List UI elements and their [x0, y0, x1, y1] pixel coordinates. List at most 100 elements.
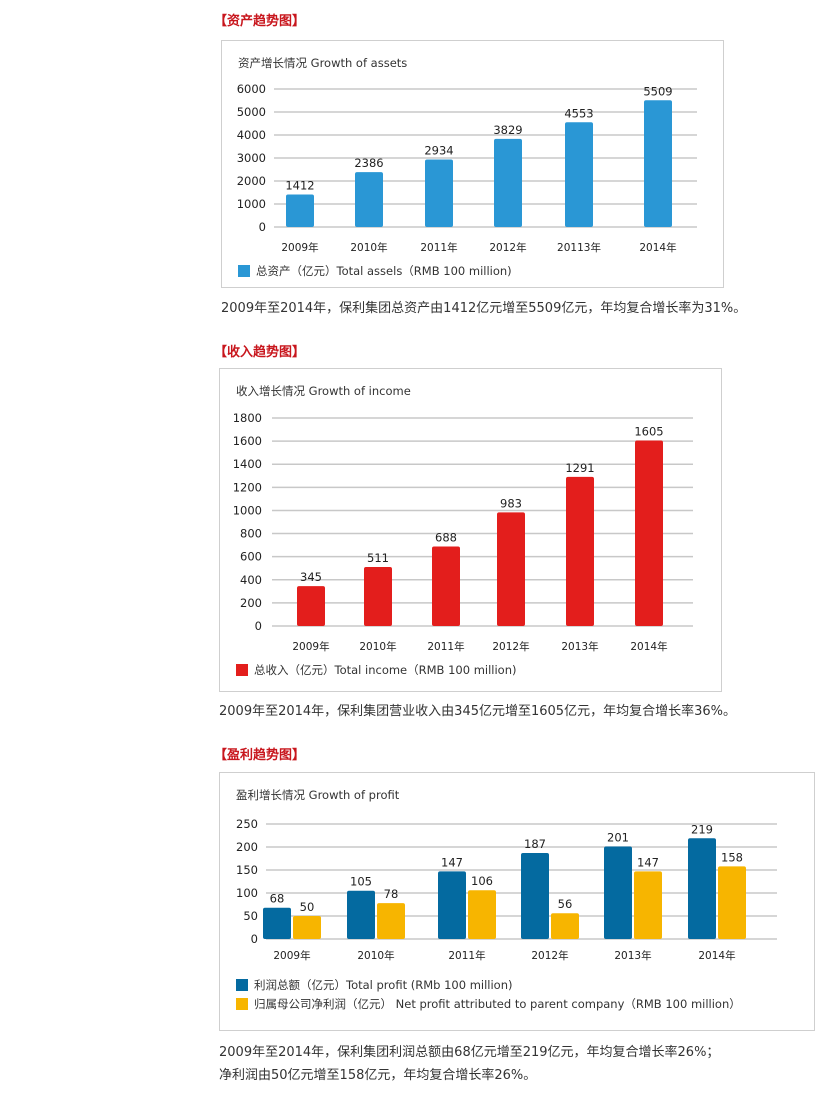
income-chart-title: 收入增长情况 Growth of income — [236, 384, 411, 398]
income-y-tick-label: 200 — [240, 596, 262, 610]
income-x-tick-label: 2014年 — [630, 640, 667, 653]
profit-bar — [377, 903, 405, 939]
income-y-tick-label: 600 — [240, 550, 262, 564]
income-data-label: 511 — [367, 551, 389, 565]
income-y-tick-label: 0 — [255, 619, 262, 633]
profit-bar — [604, 846, 632, 939]
profit-legend-label-2: 归属母公司净利润（亿元） Net profit attributed to pa… — [254, 997, 741, 1011]
profit-x-tick-label: 2009年 — [273, 949, 310, 962]
profit-bar — [688, 838, 716, 939]
income-x-tick-label: 2010年 — [359, 640, 396, 653]
income-x-tick-label: 2011年 — [427, 640, 464, 653]
income-bar — [297, 586, 325, 626]
profit-chart-svg: 0 50 100 150 200 250 68 50 2009年 105 78 2010年 147 106… — [236, 817, 777, 962]
income-data-label: 345 — [300, 570, 322, 584]
assets-y-tick-label: 5000 — [237, 105, 266, 119]
assets-y-tick-label: 4000 — [237, 128, 266, 142]
assets-data-label: 5509 — [643, 84, 672, 98]
income-data-label: 688 — [435, 530, 457, 544]
profit-data-label: 187 — [524, 837, 546, 851]
profit-data-label: 147 — [441, 855, 463, 869]
assets-legend-swatch — [238, 265, 250, 277]
assets-x-tick-label: 2010年 — [350, 241, 387, 254]
assets-bar — [355, 172, 383, 227]
assets-y-tick-label: 6000 — [237, 82, 266, 96]
profit-x-tick-label: 2010年 — [357, 949, 394, 962]
profit-bar — [634, 871, 662, 939]
income-bar — [497, 512, 525, 626]
income-data-label: 1605 — [634, 425, 663, 439]
profit-bar — [347, 890, 375, 939]
income-chart: 收入增长情况 Growth of income 0 200 400 600 800 100… — [219, 368, 722, 692]
profit-y-tick-label: 0 — [251, 932, 258, 946]
income-bar — [432, 546, 460, 626]
assets-legend-label: 总资产（亿元）Total assels（RMB 100 million) — [256, 264, 512, 278]
income-caption: 2009年至2014年，保利集团营业收入由345亿元增至1605亿元，年均复合增… — [219, 704, 736, 719]
profit-caption-line-1: 2009年至2014年，保利集团利润总额由68亿元增至219亿元，年均复合增长率… — [219, 1045, 720, 1060]
profit-data-label: 106 — [471, 874, 493, 888]
assets-y-tick-label: 2000 — [237, 174, 266, 188]
income-y-tick-label: 400 — [240, 573, 262, 587]
profit-chart-title: 盈利增长情况 Growth of profit — [236, 788, 400, 802]
profit-bar — [468, 890, 496, 939]
assets-data-label: 4553 — [564, 106, 593, 120]
income-data-label: 983 — [500, 496, 522, 510]
assets-chart: 资产增长情况 Growth of assets 0 1000 2000 3000 400… — [221, 40, 724, 288]
profit-bar — [551, 913, 579, 939]
profit-legend-swatch-1 — [236, 979, 248, 991]
profit-data-label: 158 — [721, 850, 743, 864]
assets-bar — [425, 159, 453, 227]
income-bar — [566, 476, 594, 626]
income-y-tick-label: 1000 — [233, 503, 262, 517]
income-x-tick-label: 2009年 — [292, 640, 329, 653]
profit-data-label: 78 — [384, 887, 399, 901]
income-bar — [364, 566, 392, 626]
profit-y-tick-label: 200 — [236, 840, 258, 854]
profit-section-heading: 【盈利趋势图】 — [214, 748, 306, 763]
income-x-tick-label: 2013年 — [561, 640, 598, 653]
profit-x-tick-label: 2011年 — [448, 949, 485, 962]
assets-section-heading: 【资产趋势图】 — [214, 14, 306, 29]
assets-x-tick-label: 2011年 — [420, 241, 457, 254]
assets-x-tick-label: 2014年 — [639, 241, 676, 254]
assets-data-label: 1412 — [285, 179, 314, 193]
income-data-label: 1291 — [565, 461, 594, 475]
profit-legend-series-1: 利润总额（亿元）Total profit (RMb 100 million) — [236, 977, 513, 993]
income-chart-svg: 0 200 400 600 800 1000 1200 1400 1600 1800 345 2009… — [233, 411, 693, 653]
income-legend-label: 总收入（亿元）Total income（RMB 100 million) — [254, 663, 517, 677]
profit-bar — [521, 852, 549, 939]
profit-bar — [263, 907, 291, 939]
assets-y-tick-label: 3000 — [237, 151, 266, 165]
assets-chart-title: 资产增长情况 Growth of assets — [238, 56, 408, 70]
profit-y-tick-label: 150 — [236, 863, 258, 877]
income-x-tick-label: 2012年 — [492, 640, 529, 653]
profit-data-label: 68 — [270, 892, 285, 906]
assets-bar — [644, 100, 672, 227]
profit-chart: 盈利增长情况 Growth of profit 0 50 100 150 200 250 6… — [219, 772, 815, 1031]
assets-caption: 2009年至2014年，保利集团总资产由1412亿元增至5509亿元，年均复合增… — [221, 301, 747, 316]
profit-data-label: 56 — [558, 897, 573, 911]
assets-bar — [494, 138, 522, 227]
assets-bar — [286, 194, 314, 227]
assets-y-tick-label: 0 — [259, 220, 266, 234]
income-section-heading: 【收入趋势图】 — [214, 345, 306, 360]
profit-x-tick-label: 2014年 — [698, 949, 735, 962]
profit-x-tick-label: 2013年 — [614, 949, 651, 962]
income-y-tick-label: 1600 — [233, 434, 262, 448]
assets-bar — [565, 122, 593, 227]
profit-legend-label-1: 利润总额（亿元）Total profit (RMb 100 million) — [254, 978, 513, 992]
profit-data-label: 147 — [637, 855, 659, 869]
profit-x-tick-label: 2012年 — [531, 949, 568, 962]
assets-chart-svg: 0 1000 2000 3000 4000 5000 6000 1412 2009年 2386 20… — [237, 82, 697, 254]
income-y-tick-label: 1200 — [233, 480, 262, 494]
profit-caption-line-2: 净利润由50亿元增至158亿元，年均复合增长率26%。 — [219, 1068, 537, 1083]
income-y-tick-label: 1800 — [233, 411, 262, 425]
profit-bar — [438, 871, 466, 939]
profit-data-label: 219 — [691, 822, 713, 836]
assets-x-tick-label: 20113年 — [557, 241, 601, 254]
assets-x-tick-label: 2009年 — [281, 241, 318, 254]
assets-data-label: 3829 — [493, 123, 522, 137]
profit-legend-series-2: 归属母公司净利润（亿元） Net profit attributed to pa… — [236, 996, 741, 1012]
income-legend-swatch — [236, 664, 248, 676]
income-bar — [635, 440, 663, 626]
